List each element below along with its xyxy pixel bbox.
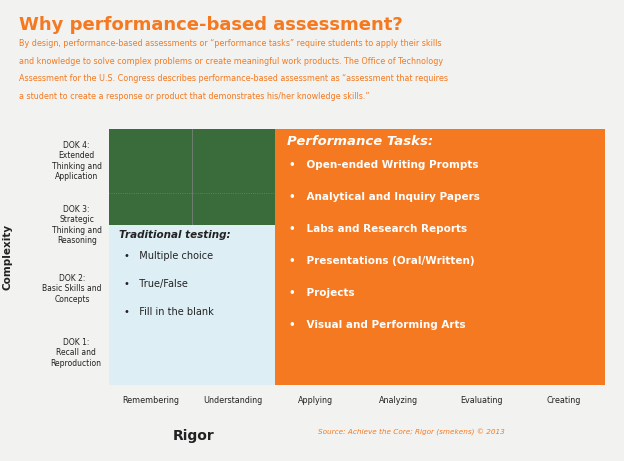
- Text: By design, performance-based assessments or “performance tasks” require students: By design, performance-based assessments…: [19, 39, 441, 48]
- Text: Understanding: Understanding: [203, 396, 263, 406]
- Text: Evaluating: Evaluating: [460, 396, 502, 406]
- Text: Source: Achieve the Core; Rigor (smekens) © 2013: Source: Achieve the Core; Rigor (smekens…: [318, 429, 504, 436]
- Text: DOK 2:
Basic Skills and
Concepts: DOK 2: Basic Skills and Concepts: [42, 274, 102, 304]
- Text: Traditional testing:: Traditional testing:: [119, 230, 231, 240]
- Text: •   Labs and Research Reports: • Labs and Research Reports: [290, 224, 467, 234]
- Text: •   Analytical and Inquiry Papers: • Analytical and Inquiry Papers: [290, 192, 480, 202]
- Text: Rigor: Rigor: [173, 429, 215, 443]
- Text: Assessment for the U.S. Congress describes performance-based assessment as “asse: Assessment for the U.S. Congress describ…: [19, 74, 448, 83]
- Text: DOK 1:
Recall and
Reproduction: DOK 1: Recall and Reproduction: [51, 338, 102, 368]
- Text: Remembering: Remembering: [122, 396, 179, 406]
- Text: a student to create a response or product that demonstrates his/her knowledge sk: a student to create a response or produc…: [19, 92, 369, 101]
- Text: •   Fill in the blank: • Fill in the blank: [124, 307, 214, 317]
- Text: •   Open-ended Writing Prompts: • Open-ended Writing Prompts: [290, 160, 479, 170]
- Text: Creating: Creating: [547, 396, 581, 406]
- Text: Why performance-based assessment?: Why performance-based assessment?: [19, 16, 402, 34]
- Text: •   Presentations (Oral/Written): • Presentations (Oral/Written): [290, 256, 475, 266]
- Bar: [109, 225, 275, 385]
- Text: •   True/False: • True/False: [124, 279, 188, 289]
- Text: •   Multiple choice: • Multiple choice: [124, 251, 213, 260]
- Text: Performance Tasks:: Performance Tasks:: [287, 136, 433, 148]
- Text: DOK 4:
Extended
Thinking and
Application: DOK 4: Extended Thinking and Application: [52, 141, 102, 181]
- Bar: [275, 129, 605, 385]
- Text: Applying: Applying: [298, 396, 333, 406]
- Text: and knowledge to solve complex problems or create meaningful work products. The : and knowledge to solve complex problems …: [19, 57, 443, 66]
- Text: •   Visual and Performing Arts: • Visual and Performing Arts: [290, 319, 466, 330]
- Text: DOK 3:
Strategic
Thinking and
Reasoning: DOK 3: Strategic Thinking and Reasoning: [52, 205, 102, 245]
- Text: •   Projects: • Projects: [290, 288, 355, 298]
- Text: Complexity: Complexity: [2, 224, 12, 290]
- Text: Analyzing: Analyzing: [379, 396, 418, 406]
